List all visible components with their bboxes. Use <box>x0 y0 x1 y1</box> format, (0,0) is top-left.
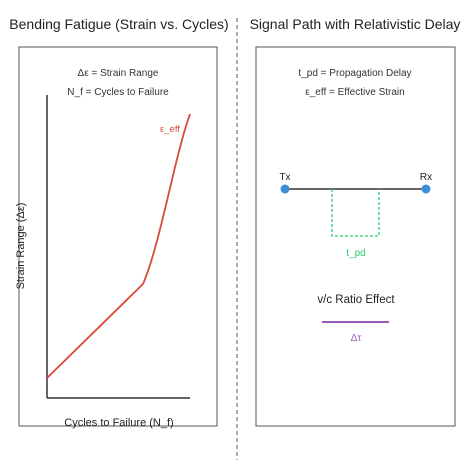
rx-label: Rx <box>420 172 432 183</box>
right-panel-frame <box>255 46 456 427</box>
right-legend-effective-strain: ε_eff = Effective Strain <box>305 87 404 98</box>
left-panel-frame <box>18 46 218 427</box>
ratio-title: v/c Ratio Effect <box>317 294 395 306</box>
right-panel: t_pd = Propagation Delay ε_eff = Effecti… <box>255 46 456 427</box>
right-panel-title: Signal Path with Relativistic Delay <box>250 16 461 32</box>
curve-label: ε_eff <box>160 124 180 135</box>
tx-label: Tx <box>279 172 290 183</box>
left-panel: Δε = Strain Range N_f = Cycles to Failur… <box>15 46 218 429</box>
x-axis-label: Cycles to Failure (N_f) <box>64 417 173 429</box>
ratio-label: Δτ <box>351 333 362 344</box>
tx-node <box>280 184 290 194</box>
left-panel-title: Bending Fatigue (Strain vs. Cycles) <box>9 16 228 32</box>
left-legend-cycles: N_f = Cycles to Failure <box>67 87 169 98</box>
left-legend-strain-range: Δε = Strain Range <box>78 68 159 79</box>
rx-node <box>421 184 431 194</box>
delay-box <box>331 189 380 237</box>
strain-curve <box>46 113 191 379</box>
y-axis-label: Strain Range (Δε) <box>15 203 27 290</box>
right-legend-propagation-delay: t_pd = Propagation Delay <box>298 68 411 79</box>
delay-label: t_pd <box>346 248 365 259</box>
